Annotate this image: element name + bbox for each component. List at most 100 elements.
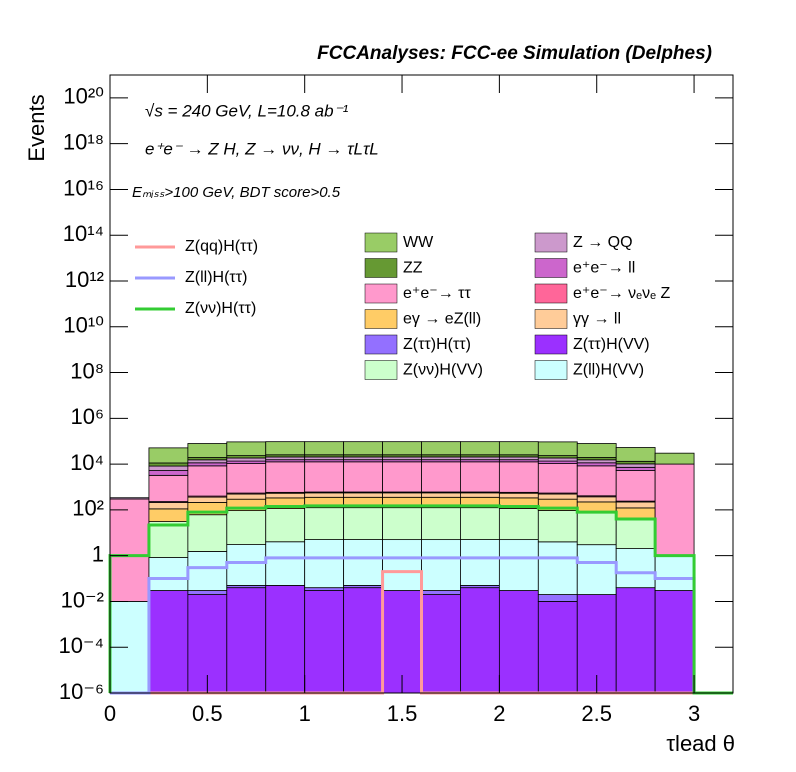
bar-segment [421, 539, 461, 591]
bar-segment [537, 594, 578, 602]
bar-segment [576, 459, 617, 464]
legend-swatch [364, 283, 398, 304]
bar-segment [109, 498, 150, 602]
y-tick-label: 10⁻⁶ [59, 679, 104, 704]
bar-segment [498, 508, 539, 541]
bar-segment [382, 507, 422, 541]
bar-segment [576, 496, 617, 503]
annotation: e⁺e⁻ → Z H, Z → νν, H → τLτL [145, 139, 379, 158]
bar-segment [265, 492, 306, 499]
bar-segment [226, 510, 267, 545]
bar-segment [304, 507, 345, 540]
legend-swatch [534, 283, 568, 304]
legend-label: Z(ττ)H(ττ) [403, 336, 471, 353]
bar-segment [187, 496, 228, 503]
bar-segment [304, 539, 345, 589]
bar-segment [460, 441, 500, 456]
legend-swatch [364, 309, 398, 329]
bar-segment [498, 590, 539, 694]
legend-label: Z(νν)H(VV) [403, 362, 483, 379]
bar-segment [304, 492, 345, 498]
bar-segment [343, 441, 383, 456]
x-axis-label: τlead θ [666, 731, 735, 756]
bar-segment [226, 587, 267, 694]
bar-segment [654, 463, 695, 556]
legend-swatch [364, 360, 398, 380]
bar-segment [382, 492, 422, 498]
bar-segment [304, 590, 345, 694]
legend-label: Z(ll)H(VV) [573, 362, 644, 379]
bar-segment [343, 456, 383, 461]
bar-segment [498, 441, 539, 456]
y-tick-label: 10¹⁴ [63, 221, 104, 246]
bar-segment [576, 544, 617, 595]
y-tick-label: 10⁶ [70, 404, 104, 429]
bar-segment [615, 447, 656, 462]
bar-segment [460, 492, 500, 498]
bar-segment [460, 461, 500, 493]
legend-swatch [364, 258, 398, 278]
bar-segment [615, 466, 656, 471]
bar-segment [109, 497, 150, 500]
bar-segment [537, 493, 578, 500]
bar-segment [537, 541, 578, 595]
y-tick-label: 10¹² [65, 267, 104, 292]
legend-label: γγ → ll [573, 311, 621, 328]
plot-frame [109, 74, 734, 694]
bar-segment [304, 461, 345, 493]
bar-segment [421, 441, 461, 456]
bar-segment [576, 465, 617, 497]
legend-label: Z → QQ [573, 234, 633, 251]
bar-segment [226, 463, 267, 494]
bar-segment [304, 441, 345, 456]
bar-segment [226, 493, 267, 500]
annotation: √s = 240 GeV, L=10.8 ab⁻¹ [145, 101, 349, 120]
y-tick-label: 10¹⁰ [63, 313, 104, 338]
bar-segment [187, 462, 228, 467]
bar-segment [498, 456, 539, 461]
bar-segment [498, 492, 539, 499]
bar-segment [343, 461, 383, 493]
y-tick-label: 10⁻⁴ [58, 633, 104, 658]
y-tick-label: 10²⁰ [63, 84, 104, 109]
x-tick-label: 2.5 [581, 701, 612, 726]
y-tick-label: 10⁻² [61, 587, 104, 612]
bar-segment [654, 554, 695, 591]
bar-segment [576, 443, 617, 458]
bar-segment [148, 447, 189, 464]
bar-segment [460, 539, 500, 586]
bar-segment [537, 601, 578, 694]
bar-segment [265, 461, 306, 493]
bar-segment [498, 539, 539, 591]
bar-segment [421, 492, 461, 498]
bar-segment [654, 590, 695, 694]
bar-segment [537, 457, 578, 462]
y-tick-label: 10¹⁶ [63, 175, 104, 200]
bar-segment [615, 518, 656, 549]
bar-segment [187, 443, 228, 458]
bar-segment [537, 463, 578, 494]
x-tick-label: 0.5 [192, 701, 223, 726]
legend-swatch [534, 360, 568, 380]
bar-segment [187, 514, 228, 552]
bar-segment [343, 587, 383, 694]
bar-segment [421, 590, 461, 595]
bar-segment [148, 590, 189, 694]
line-series [108, 504, 733, 695]
legend-label: ZZ [403, 260, 423, 277]
legend-label: Z(νν)H(ττ) [185, 300, 256, 317]
bar-segment [615, 548, 656, 589]
bar-segment [421, 456, 461, 461]
y-axis-label: Events [24, 94, 49, 161]
bar-segment [382, 441, 422, 456]
y-tick-label: 10⁸ [70, 358, 104, 383]
bar-segment [421, 461, 461, 493]
bar-segment [265, 441, 306, 456]
bar-segment [498, 461, 539, 493]
bar-segment [148, 508, 189, 522]
bar-segment [615, 501, 656, 509]
bar-segment [148, 470, 189, 476]
bar-segment [343, 507, 383, 540]
bar-segment [148, 502, 189, 510]
